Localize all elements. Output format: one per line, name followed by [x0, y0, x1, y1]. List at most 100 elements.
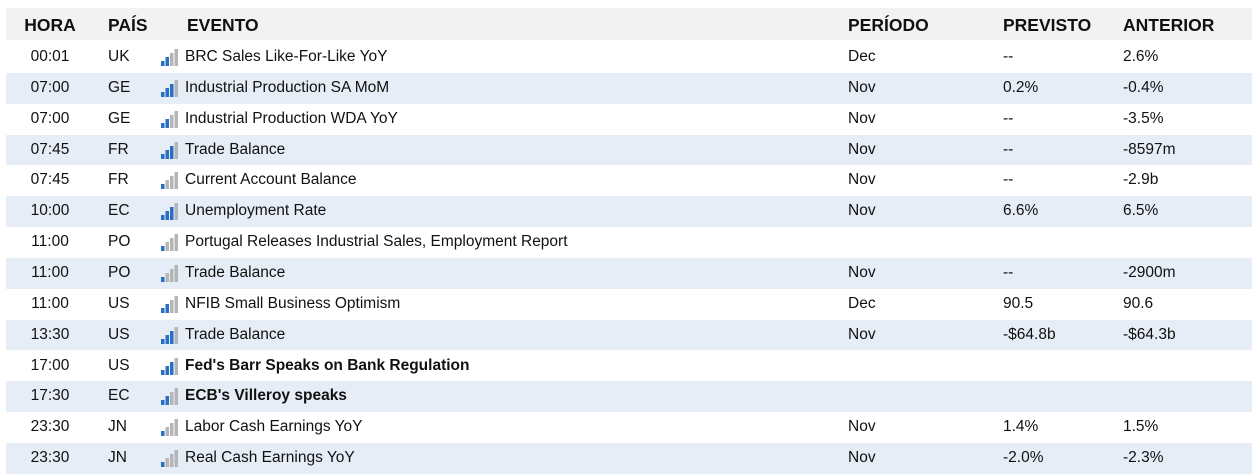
importance-bar	[170, 268, 174, 282]
period: Nov	[848, 109, 876, 127]
country: UK	[108, 48, 130, 65]
row-shade	[6, 134, 1252, 166]
event-name: NFIB Small Business Optimism	[185, 294, 401, 312]
importance-bar	[165, 458, 169, 468]
importance-bar	[161, 338, 165, 344]
column-header: EVENTO	[187, 15, 259, 35]
forecast: --	[1003, 140, 1014, 158]
country: US	[108, 325, 130, 343]
importance-bar	[174, 203, 178, 221]
time: 00:01	[30, 48, 70, 65]
importance-bar	[170, 176, 174, 190]
column-header: PAÍS	[108, 15, 148, 35]
forecast: --	[1003, 263, 1014, 281]
country: FR	[108, 140, 129, 158]
forecast: --	[1003, 171, 1014, 189]
importance-bar	[161, 431, 165, 437]
forecast: 1.4%	[1003, 418, 1039, 436]
column-header: HORA	[24, 15, 76, 35]
importance-bar	[170, 83, 174, 97]
importance-bar	[161, 246, 165, 252]
forecast: -2.0%	[1003, 449, 1044, 467]
event-name: Trade Balance	[185, 325, 286, 343]
importance-bar	[174, 172, 178, 190]
importance-bar	[165, 396, 169, 406]
importance-bar	[174, 110, 178, 128]
importance-bar	[174, 234, 178, 252]
importance-bar	[165, 118, 169, 128]
previous: -3.5%	[1123, 109, 1164, 127]
importance-bar	[165, 242, 169, 252]
row-shade	[6, 319, 1252, 351]
importance-bar	[174, 326, 178, 344]
importance-bar	[161, 61, 165, 66]
importance-bar	[170, 145, 174, 159]
importance-bar	[165, 365, 169, 375]
importance-bar	[170, 392, 174, 406]
importance-bar	[161, 215, 165, 221]
previous: 1.5%	[1123, 418, 1159, 436]
period: Nov	[848, 78, 876, 96]
importance-bar	[170, 114, 174, 128]
event-name: Fed's Barr Speaks on Bank Regulation	[185, 356, 470, 374]
event-name: Industrial Production WDA YoY	[185, 109, 398, 127]
time: 13:30	[30, 325, 70, 343]
importance-bar	[161, 122, 165, 128]
row-shade	[6, 257, 1252, 289]
importance-bar	[170, 299, 174, 313]
importance-bar	[170, 454, 174, 468]
importance-bar	[165, 303, 169, 313]
event-name: Real Cash Earnings YoY	[185, 449, 355, 467]
event-name: ECB's Villeroy speaks	[185, 387, 347, 405]
forecast: --	[1003, 109, 1014, 127]
country: JN	[108, 418, 127, 436]
importance-bar	[161, 307, 165, 313]
importance-icon	[161, 172, 178, 190]
importance-bar	[161, 369, 165, 375]
previous: 6.5%	[1123, 202, 1159, 220]
importance-bar	[174, 295, 178, 313]
event-name: Trade Balance	[185, 263, 286, 281]
previous: -0.4%	[1123, 78, 1164, 96]
time: 11:00	[31, 294, 69, 312]
period: Nov	[848, 418, 876, 436]
forecast: 6.6%	[1003, 202, 1039, 220]
forecast: 90.5	[1003, 294, 1034, 312]
forecast: -$64.8b	[1003, 325, 1056, 343]
event-name: Current Account Balance	[185, 171, 357, 189]
time: 11:00	[31, 263, 69, 281]
importance-icon	[161, 264, 178, 282]
period: Nov	[848, 202, 876, 220]
forecast: 0.2%	[1003, 78, 1039, 96]
previous: -$64.3b	[1123, 325, 1176, 343]
importance-bar	[161, 276, 165, 282]
country: US	[108, 356, 130, 374]
importance-bar	[170, 207, 174, 221]
column-header: ANTERIOR	[1123, 15, 1215, 35]
country: JN	[108, 449, 127, 467]
importance-bar	[165, 149, 169, 159]
event-name: Labor Cash Earnings YoY	[185, 418, 363, 436]
event-name: Portugal Releases Industrial Sales, Empl…	[185, 233, 568, 251]
importance-bar	[174, 357, 178, 375]
previous: -2.3%	[1123, 449, 1164, 467]
period: Nov	[848, 263, 876, 281]
row-shade	[6, 72, 1252, 104]
country: GE	[108, 78, 131, 96]
importance-bar	[165, 57, 169, 66]
importance-bar	[170, 361, 174, 375]
row-shade	[6, 381, 1252, 413]
country: EC	[108, 387, 130, 405]
column-header: PREVISTO	[1003, 15, 1092, 35]
period: Nov	[848, 325, 876, 343]
time: 10:00	[30, 202, 70, 220]
importance-bar	[161, 400, 165, 406]
column-header: PERÍODO	[848, 15, 929, 35]
event-name: BRC Sales Like-For-Like YoY	[185, 48, 388, 65]
importance-bar	[174, 79, 178, 97]
period: Nov	[848, 171, 876, 189]
time: 11:00	[31, 233, 69, 251]
importance-bar	[165, 87, 169, 97]
importance-bar	[161, 91, 165, 97]
importance-bar	[170, 53, 174, 66]
